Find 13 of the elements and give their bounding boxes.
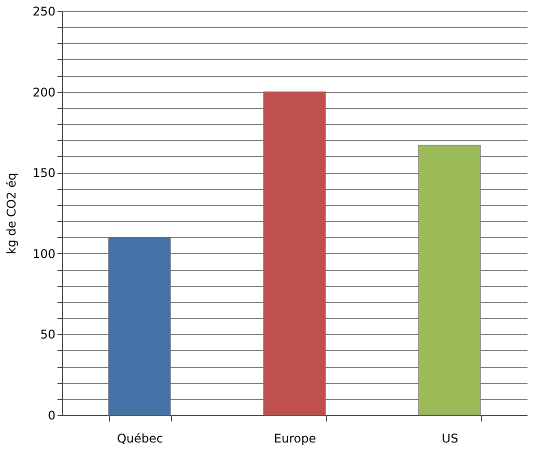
- y-tick-label: 150: [32, 166, 56, 180]
- y-axis-title: kg de CO2 éq: [4, 172, 19, 254]
- y-tick-label: 100: [32, 246, 56, 261]
- x-tick-label: US: [442, 432, 458, 446]
- bar: [418, 144, 481, 416]
- y-tick-label: 0: [48, 408, 56, 422]
- bar: [108, 236, 171, 416]
- x-tick-label: Québec: [116, 432, 164, 446]
- y-tick-label: 50: [40, 328, 56, 342]
- y-tick-label: 200: [32, 85, 56, 100]
- x-tick-label: Europe: [274, 432, 316, 446]
- bar: [263, 92, 326, 416]
- y-tick-label: 250: [32, 4, 56, 18]
